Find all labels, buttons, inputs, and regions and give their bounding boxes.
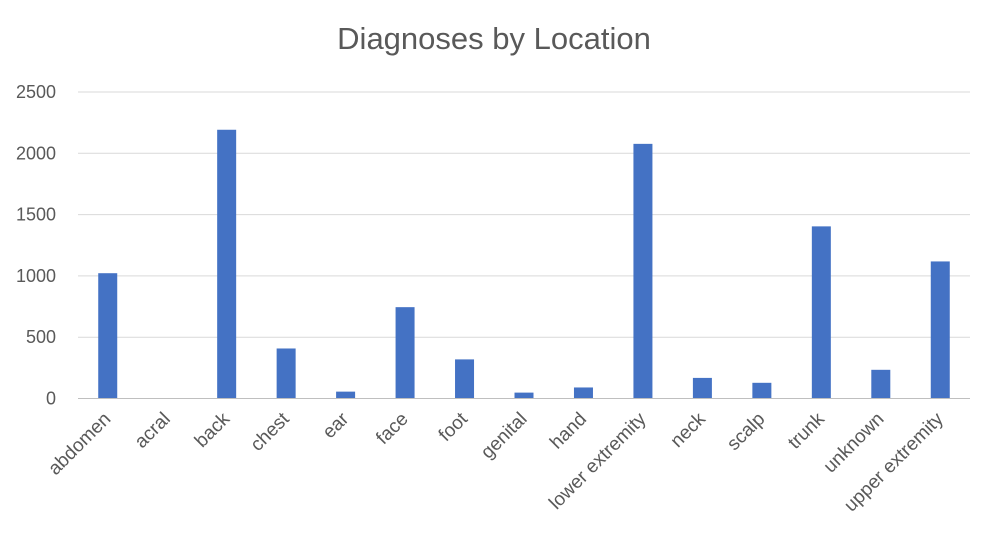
x-tick-label: ear bbox=[319, 408, 354, 443]
bar-back bbox=[217, 129, 237, 399]
x-tick-label: acral bbox=[131, 409, 175, 453]
y-tick-label: 1500 bbox=[16, 205, 56, 225]
x-tick-label: abdomen bbox=[44, 409, 115, 480]
x-tick-label: hand bbox=[546, 409, 591, 454]
x-tick-label: chest bbox=[247, 408, 294, 455]
bar-hand bbox=[573, 387, 593, 399]
y-tick-label: 2000 bbox=[16, 143, 56, 163]
x-tick-label: face bbox=[372, 409, 412, 449]
x-tick-label: neck bbox=[667, 408, 711, 452]
chart-title: Diagnoses by Location bbox=[337, 21, 651, 56]
bar-foot bbox=[455, 359, 475, 399]
bar-upper-extremity bbox=[930, 261, 950, 399]
bar-face bbox=[395, 307, 415, 399]
bar-ear bbox=[336, 391, 356, 399]
y-tick-label: 500 bbox=[26, 327, 56, 347]
bar-scalp bbox=[752, 382, 772, 399]
gridlines bbox=[78, 91, 970, 338]
bar-lower-extremity bbox=[633, 143, 653, 399]
x-tick-label: foot bbox=[435, 408, 473, 446]
x-axis-category-labels: abdomen acral back chest ear face foot genital h… bbox=[44, 408, 948, 516]
bar-trunk bbox=[811, 226, 831, 399]
x-tick-label: back bbox=[191, 408, 235, 452]
x-tick-label: trunk bbox=[784, 408, 829, 453]
bar-neck bbox=[692, 377, 712, 399]
y-tick-label: 2500 bbox=[16, 82, 56, 102]
x-tick-label: genital bbox=[477, 409, 531, 463]
y-tick-label: 1000 bbox=[16, 266, 56, 286]
y-axis-tick-labels: 0 500 1000 1500 2000 2500 bbox=[16, 82, 56, 409]
bar-chest bbox=[276, 348, 296, 399]
bar-abdomen bbox=[98, 273, 118, 399]
bar-unknown bbox=[871, 369, 891, 399]
bars bbox=[98, 129, 950, 399]
y-tick-label: 0 bbox=[46, 389, 56, 409]
x-tick-label: scalp bbox=[723, 409, 769, 455]
bar-genital bbox=[514, 392, 534, 399]
